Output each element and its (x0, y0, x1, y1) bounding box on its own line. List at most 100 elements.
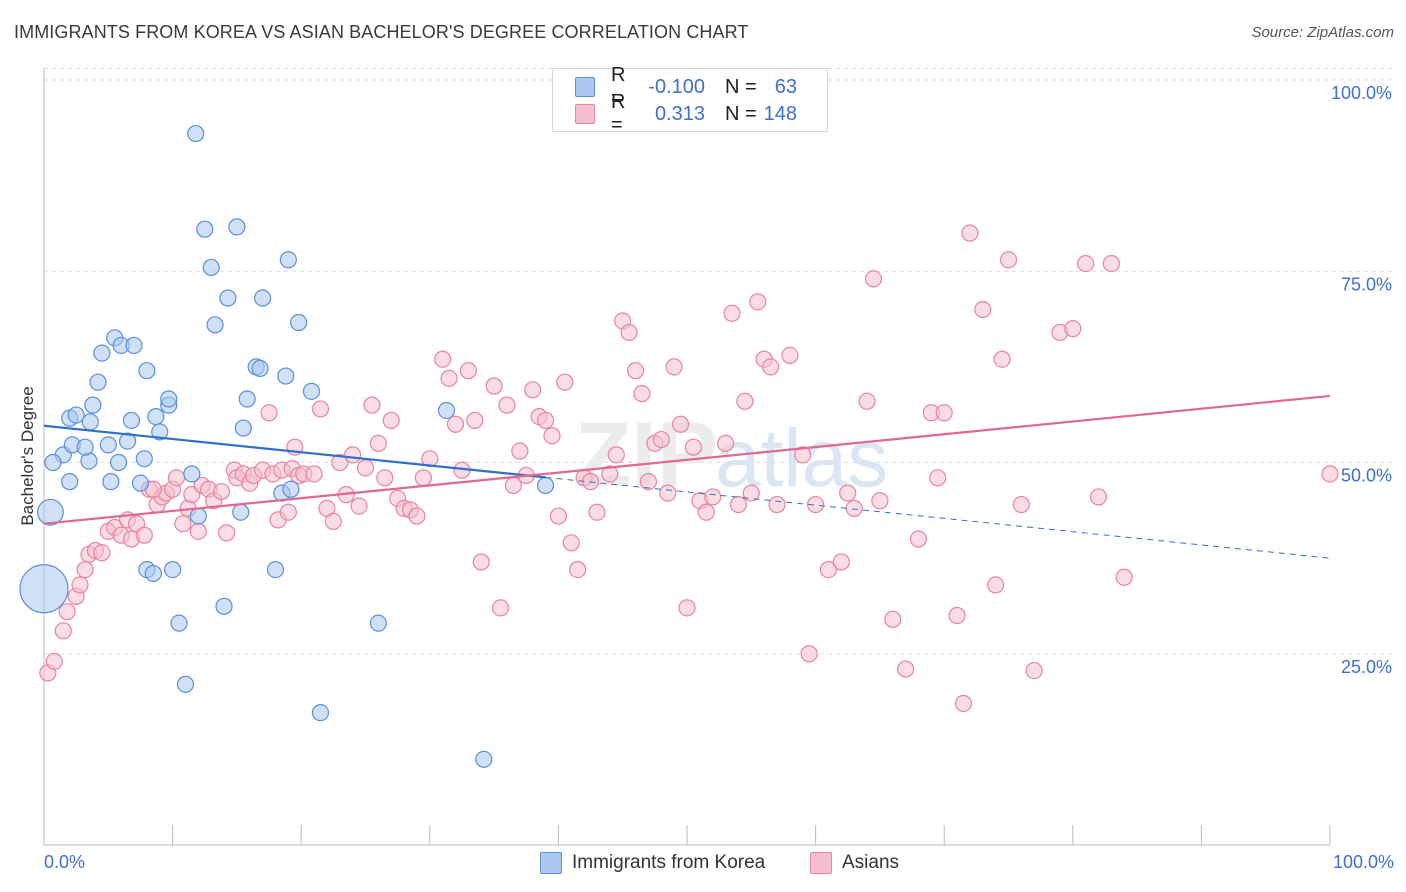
korea-point (183, 465, 201, 483)
y-tick-label: 75.0% (1341, 274, 1392, 294)
asian-point (446, 415, 465, 433)
asian-point (93, 544, 111, 562)
asian-point (472, 553, 490, 571)
asian-point (279, 503, 297, 521)
asian-trend-line (43, 394, 1331, 525)
asian-point (819, 560, 838, 579)
korea-point (160, 390, 178, 408)
korea-point (81, 413, 99, 431)
asian-point (58, 603, 76, 621)
korea-point (109, 453, 128, 472)
asian-point (999, 251, 1018, 269)
korea-point (76, 438, 94, 456)
asian-point (549, 507, 568, 525)
asian-point (620, 323, 638, 342)
legend-r-label: R = (611, 91, 626, 136)
asian-point (736, 392, 754, 410)
asian-point (858, 392, 876, 410)
asian-point (369, 434, 387, 452)
asian-point (845, 499, 863, 517)
x-axis-max-label: 100.0% (1332, 852, 1394, 872)
asian-point (993, 350, 1011, 368)
stats-legend: R = -0.100 N = 63 R = 0.313 N = 148 (552, 64, 828, 136)
asian-point (1064, 320, 1082, 338)
asian-point (324, 512, 342, 531)
korea-point (144, 564, 162, 583)
y-tick-label: 25.0% (1341, 657, 1392, 677)
asian-point (781, 346, 799, 364)
korea-point (536, 476, 555, 495)
korea-point (437, 401, 456, 420)
asian-point (800, 645, 818, 663)
source-credit: Source: ZipAtlas.com (1251, 24, 1394, 41)
asian-point (376, 469, 394, 487)
asian-point (305, 465, 323, 483)
korea-point (251, 359, 269, 378)
korea-point (125, 336, 143, 355)
korea-point (135, 450, 153, 468)
asian-point (331, 453, 349, 472)
korea-point (176, 675, 195, 693)
asian-point (588, 503, 606, 521)
asian-point (562, 534, 580, 552)
asian-point (639, 473, 658, 491)
asian-point (652, 430, 670, 449)
asian-point (511, 442, 529, 460)
asian-point (440, 369, 458, 387)
legend-n-label: N = (725, 75, 757, 98)
korea-point (206, 316, 224, 334)
asian-point (363, 396, 381, 414)
korea-point (202, 258, 220, 277)
asian-point (601, 465, 619, 483)
asian-point (742, 484, 760, 502)
asian-point (607, 446, 625, 464)
asian-point (491, 599, 510, 617)
trend-lines (43, 394, 1331, 559)
asian-point (794, 446, 812, 464)
legend-n-label: N = (725, 102, 757, 125)
korea-point (302, 382, 321, 400)
korea-point (138, 362, 156, 380)
legend-r-label: R = (611, 64, 626, 109)
asian-point (729, 495, 748, 514)
legend-n-value: 148 (763, 102, 797, 125)
bottom-legend-label-korea: Immigrants from Korea (572, 852, 766, 873)
asian-point (1012, 495, 1030, 514)
korea-point (196, 220, 214, 238)
legend-swatch-asians (575, 104, 595, 124)
bottom-legend-label-asians: Asians (842, 852, 900, 873)
asian-point (408, 507, 426, 525)
asian-point (974, 300, 992, 319)
asian-point (697, 503, 715, 521)
bottom-legend-korea: Immigrants from Korea (540, 852, 765, 874)
asian-point (954, 694, 973, 713)
asian-point (1115, 568, 1133, 586)
korea-point (147, 408, 165, 426)
asian-point (311, 400, 330, 418)
asian-point (626, 362, 645, 380)
asian-point (659, 484, 677, 502)
asian-point (948, 606, 966, 625)
asian-point (167, 469, 186, 487)
asian-point (434, 350, 452, 368)
asian-point (909, 530, 928, 548)
asian-point (723, 304, 741, 322)
asian-point (466, 411, 484, 430)
asian-point (1321, 465, 1339, 483)
asian-point (806, 495, 825, 514)
asian-point (356, 459, 375, 477)
asian-point (414, 469, 432, 487)
asian-point (633, 385, 651, 403)
korea-point (282, 480, 300, 498)
asian-point (935, 404, 953, 422)
korea-point (164, 560, 182, 579)
asian-point (485, 377, 503, 395)
asian-point (1025, 661, 1043, 680)
korea-point (151, 423, 169, 441)
asian-point (524, 381, 542, 399)
asian-point (459, 362, 477, 380)
korea-point (254, 289, 272, 307)
asian-point (382, 411, 400, 430)
asian-point (704, 488, 722, 506)
gridlines (44, 68, 1392, 655)
